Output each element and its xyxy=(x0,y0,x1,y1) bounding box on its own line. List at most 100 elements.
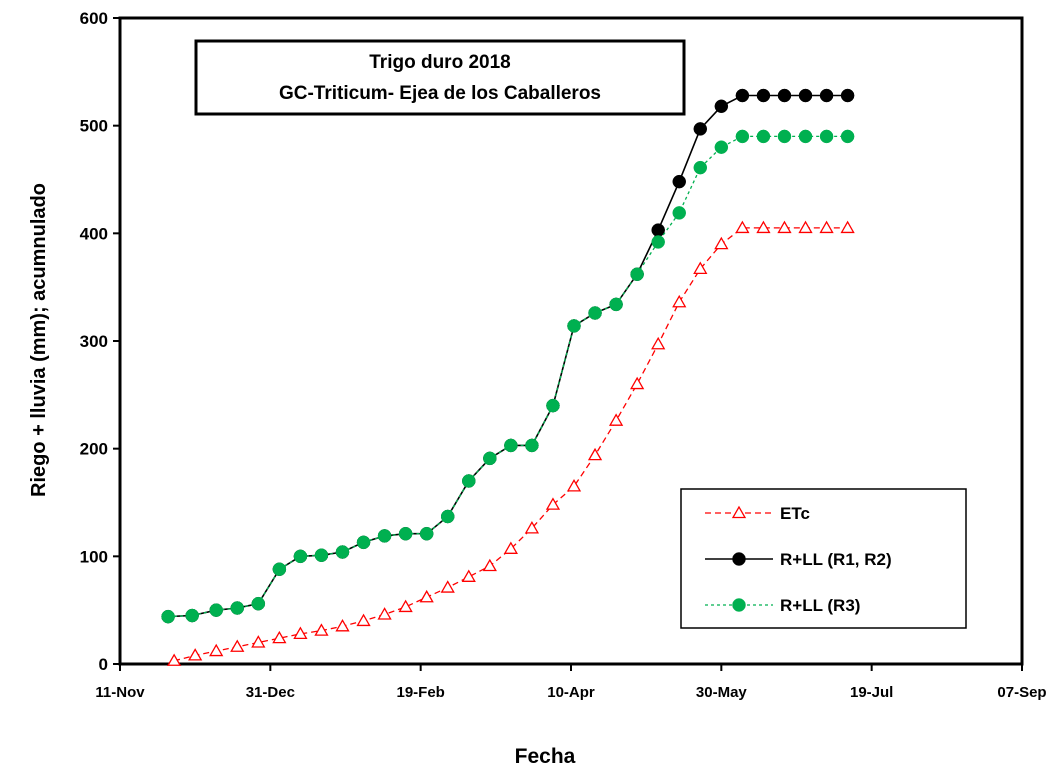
data-point xyxy=(567,319,581,333)
data-point xyxy=(335,545,350,559)
legend: ETc R+LL (R1, R2) R+LL (R3) xyxy=(680,488,967,629)
y-tick-label: 400 xyxy=(80,224,108,243)
data-point xyxy=(651,235,665,249)
data-point xyxy=(672,206,686,220)
legend-item: R+LL (R1, R2) xyxy=(705,550,892,569)
x-axis-title: Fecha xyxy=(515,745,576,768)
data-point xyxy=(440,580,455,593)
data-point xyxy=(840,129,855,144)
x-tick-label: 19-Feb xyxy=(396,684,444,701)
data-point xyxy=(525,438,539,453)
data-point xyxy=(819,129,834,144)
x-tick-label: 30-May xyxy=(696,684,748,701)
x-tick-label: 31-Dec xyxy=(246,684,295,701)
data-point xyxy=(377,607,392,620)
data-point xyxy=(293,626,308,640)
data-point xyxy=(756,129,771,144)
data-point xyxy=(672,174,686,189)
data-point xyxy=(314,623,329,636)
y-tick-label: 300 xyxy=(80,332,108,351)
y-tick-label: 100 xyxy=(80,547,108,566)
data-point xyxy=(714,99,729,114)
data-point xyxy=(714,140,729,154)
data-point xyxy=(251,596,266,611)
y-tick-label: 500 xyxy=(80,117,108,136)
data-point xyxy=(230,601,245,615)
data-point xyxy=(693,160,708,175)
series-line xyxy=(173,227,848,662)
data-point xyxy=(188,648,203,661)
data-point xyxy=(798,129,813,144)
data-point xyxy=(185,608,199,623)
data-point xyxy=(608,413,624,426)
data-point xyxy=(693,122,708,136)
data-point xyxy=(209,643,224,657)
data-point xyxy=(777,88,792,103)
data-point xyxy=(398,599,413,613)
data-point xyxy=(209,603,223,617)
data-point xyxy=(272,630,287,644)
data-point xyxy=(735,220,750,234)
legend-items: ETc R+LL (R1, R2) R+LL (R3) xyxy=(705,504,892,615)
data-point xyxy=(756,220,771,234)
data-point xyxy=(566,479,582,492)
x-tick-label: 10-Apr xyxy=(547,684,595,701)
x-tick-label: 19-Jul xyxy=(850,684,893,701)
legend-label: R+LL (R3) xyxy=(780,596,860,615)
y-tick-label: 200 xyxy=(80,440,108,459)
data-point xyxy=(419,526,434,541)
series-layer xyxy=(161,88,855,666)
data-point xyxy=(732,552,746,566)
data-point xyxy=(161,609,175,624)
data-point xyxy=(272,562,287,577)
data-point xyxy=(251,635,266,648)
data-point xyxy=(482,558,497,572)
x-tick-label: 11-Nov xyxy=(95,684,145,701)
series-etc xyxy=(166,220,855,666)
data-point xyxy=(840,88,855,103)
data-point xyxy=(230,639,245,652)
chart-subtitle: GC-Triticum- Ejea de los Caballeros xyxy=(279,83,601,104)
data-point xyxy=(609,297,623,312)
data-point xyxy=(798,220,813,234)
data-point xyxy=(524,521,540,534)
title-box: Trigo duro 2018 GC-Triticum- Ejea de los… xyxy=(194,39,686,116)
data-point xyxy=(714,236,729,250)
data-point xyxy=(356,535,371,550)
data-point xyxy=(735,88,750,103)
data-point xyxy=(630,376,645,390)
data-point xyxy=(166,653,182,666)
data-point xyxy=(819,88,834,103)
data-point xyxy=(630,267,644,281)
data-point xyxy=(419,589,434,603)
legend-label: R+LL (R1, R2) xyxy=(780,550,892,569)
data-point xyxy=(651,336,666,350)
legend-item: R+LL (R3) xyxy=(705,596,860,615)
y-tick-label: 0 xyxy=(99,655,108,674)
data-point xyxy=(483,451,497,466)
data-point xyxy=(462,474,476,488)
data-point xyxy=(819,220,834,234)
data-point xyxy=(398,526,413,541)
data-point xyxy=(335,619,350,632)
data-point xyxy=(546,398,560,413)
chart-title: Trigo duro 2018 xyxy=(369,52,510,73)
data-point xyxy=(440,509,455,524)
series-r-ll-r3 xyxy=(161,129,855,624)
y-axis-title: Riego + lluvia (mm); acumnulado xyxy=(28,183,50,497)
data-point xyxy=(693,261,708,275)
data-point xyxy=(504,438,518,453)
data-point xyxy=(461,569,476,582)
x-tick-label: 07-Sep xyxy=(997,684,1046,701)
data-point xyxy=(735,129,750,144)
data-point xyxy=(293,549,308,564)
data-point xyxy=(756,88,771,103)
data-point xyxy=(732,598,746,612)
data-point xyxy=(587,447,603,461)
legend-item: ETc xyxy=(705,504,810,523)
data-point xyxy=(588,306,602,320)
data-point xyxy=(777,220,792,234)
axis-layer: 0 100 200 300 400 500 600 11-Nov 31-Dec 19-Feb 10-… xyxy=(80,9,1047,701)
